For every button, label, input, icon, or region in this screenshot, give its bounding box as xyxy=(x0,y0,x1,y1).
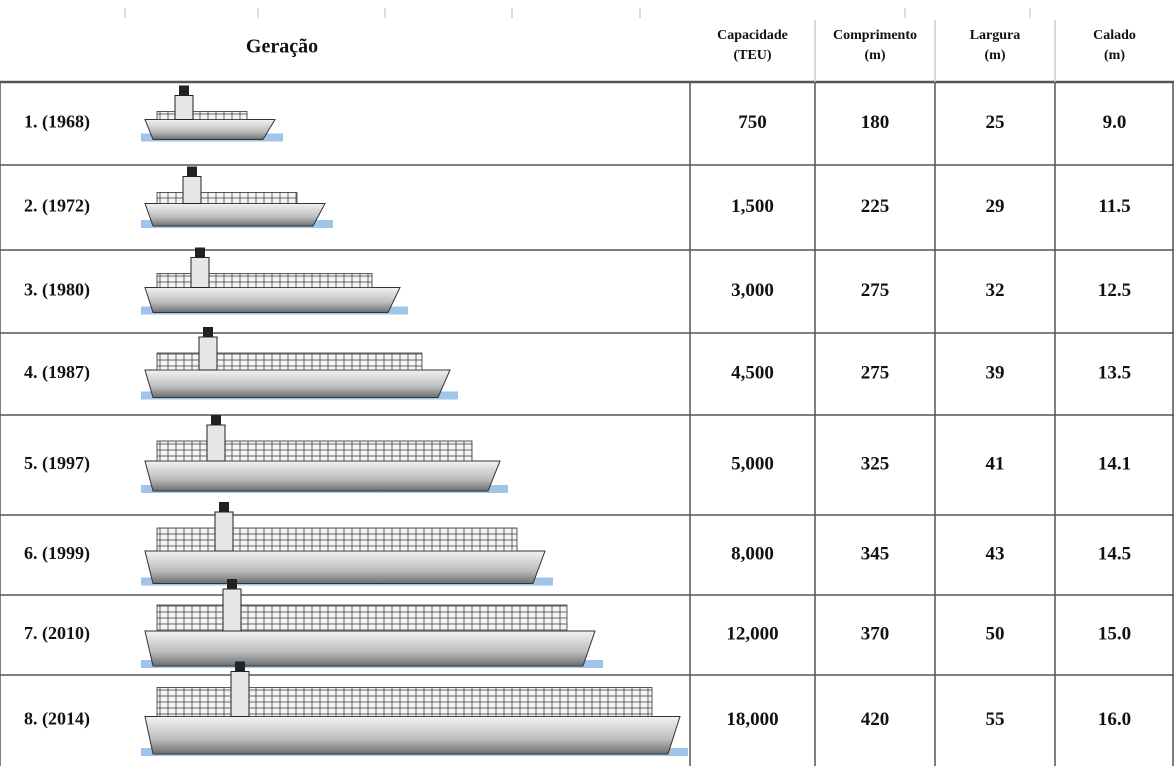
column-header: (m) xyxy=(1104,48,1125,63)
hull xyxy=(145,370,450,398)
ship-illustration xyxy=(141,327,458,400)
cell-value: 43 xyxy=(986,543,1005,564)
column-header: Capacidade xyxy=(717,28,788,43)
hull xyxy=(145,288,400,313)
generation-label: 1. (1968) xyxy=(24,112,90,133)
cell-value: 39 xyxy=(986,362,1005,383)
cell-value: 180 xyxy=(861,112,890,133)
funnel xyxy=(227,579,237,589)
cell-value: 41 xyxy=(986,453,1005,474)
bridge xyxy=(175,96,193,120)
cell-value: 420 xyxy=(861,709,890,730)
bridge xyxy=(223,589,241,631)
hull xyxy=(145,461,500,491)
cell-value: 1,500 xyxy=(731,196,774,217)
ship-illustration xyxy=(141,579,603,668)
column-header: Largura xyxy=(970,28,1021,43)
cell-value: 225 xyxy=(861,196,890,217)
containers xyxy=(157,353,422,370)
funnel xyxy=(219,502,229,512)
funnel xyxy=(203,327,213,337)
cell-value: 13.5 xyxy=(1098,362,1131,383)
generation-header: Geração xyxy=(246,36,318,58)
ship-generations-table: Geração 1. (1968) 750 180 25 9.0 2. (1972) 1,5… xyxy=(0,0,1174,766)
ship-illustration xyxy=(141,415,508,493)
ship-illustration xyxy=(141,248,408,315)
cell-value: 15.0 xyxy=(1098,623,1131,644)
hull xyxy=(145,631,595,666)
cell-value: 325 xyxy=(861,453,890,474)
containers xyxy=(157,441,472,461)
bridge xyxy=(215,512,233,551)
cell-value: 50 xyxy=(986,623,1005,644)
top-ticks xyxy=(125,8,1030,18)
cell-value: 18,000 xyxy=(726,709,778,730)
table-body: 1. (1968) 750 180 25 9.0 2. (1972) 1,500 225 29 1… xyxy=(24,86,1131,757)
cell-value: 8,000 xyxy=(731,543,774,564)
cell-value: 345 xyxy=(861,543,890,564)
hull xyxy=(145,120,275,140)
cell-value: 14.1 xyxy=(1098,453,1131,474)
cell-value: 12,000 xyxy=(726,623,778,644)
bridge xyxy=(231,672,249,717)
generation-label: 7. (2010) xyxy=(24,623,90,644)
cell-value: 5,000 xyxy=(731,453,774,474)
funnel xyxy=(187,167,197,177)
hull xyxy=(145,551,545,584)
generation-label: 5. (1997) xyxy=(24,453,90,474)
bridge xyxy=(207,425,225,461)
cell-value: 29 xyxy=(986,196,1005,217)
cell-value: 275 xyxy=(861,280,890,301)
cell-value: 14.5 xyxy=(1098,543,1131,564)
cell-value: 32 xyxy=(986,280,1005,301)
containers xyxy=(157,605,567,631)
generation-label: 4. (1987) xyxy=(24,362,90,383)
cell-value: 9.0 xyxy=(1103,112,1127,133)
bridge xyxy=(183,177,201,204)
bridge xyxy=(191,258,209,288)
hull xyxy=(145,717,680,755)
funnel xyxy=(211,415,221,425)
generation-label: 8. (2014) xyxy=(24,709,90,730)
column-header: Comprimento xyxy=(833,28,917,43)
cell-value: 55 xyxy=(986,709,1005,730)
column-header: (TEU) xyxy=(733,48,771,63)
cell-value: 25 xyxy=(986,112,1005,133)
funnel xyxy=(235,662,245,672)
column-header: (m) xyxy=(985,48,1006,63)
cell-value: 4,500 xyxy=(731,362,774,383)
column-header: (m) xyxy=(865,48,886,63)
cell-value: 16.0 xyxy=(1098,709,1131,730)
cell-value: 12.5 xyxy=(1098,280,1131,301)
cell-value: 750 xyxy=(738,112,767,133)
funnel xyxy=(195,248,205,258)
generation-label: 3. (1980) xyxy=(24,280,90,301)
generation-label: 6. (1999) xyxy=(24,543,90,564)
cell-value: 275 xyxy=(861,362,890,383)
ship-illustration xyxy=(141,86,283,142)
funnel xyxy=(179,86,189,96)
containers xyxy=(157,274,372,288)
cell-value: 11.5 xyxy=(1098,196,1130,217)
ship-illustration xyxy=(141,167,333,229)
cell-value: 370 xyxy=(861,623,890,644)
cell-value: 3,000 xyxy=(731,280,774,301)
bridge xyxy=(199,337,217,370)
containers xyxy=(157,112,247,120)
containers xyxy=(157,528,517,551)
column-header: Calado xyxy=(1093,28,1136,43)
generation-label: 2. (1972) xyxy=(24,196,90,217)
hull xyxy=(145,204,325,227)
containers xyxy=(157,193,297,204)
